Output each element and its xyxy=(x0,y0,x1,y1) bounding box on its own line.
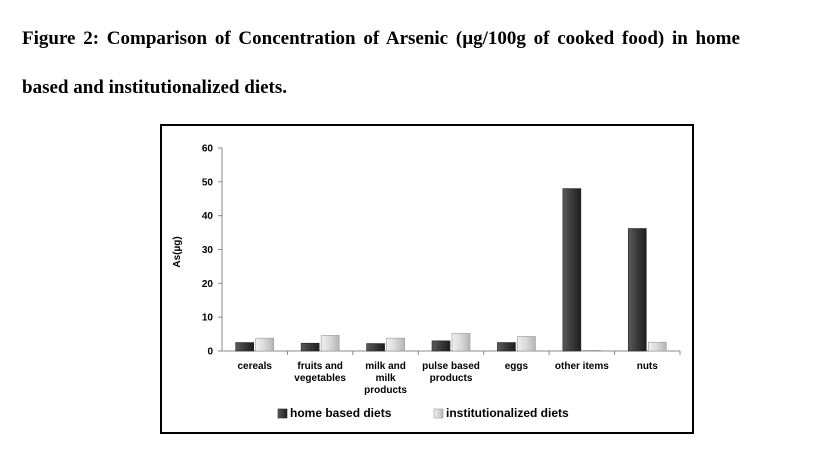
x-tick-label: eggs xyxy=(505,361,529,372)
bar-home-based xyxy=(366,343,385,352)
y-axis-label: As(µg) xyxy=(172,236,183,267)
x-tick-label: milk and milk products xyxy=(364,361,407,396)
x-tick-label: fruits and vegetables xyxy=(294,361,346,384)
bar-home-based xyxy=(431,340,451,352)
legend-swatch-institutionalized xyxy=(433,408,444,419)
bar-home-based xyxy=(235,342,255,352)
y-tick-label: 50 xyxy=(202,177,214,188)
bar-institutionalized xyxy=(647,341,667,352)
y-tick-label: 20 xyxy=(202,279,214,290)
bar-chart: As(µg) 0 10 20 30 40 50 60 cereals fruits and veg… xyxy=(172,144,681,420)
y-tick-label: 30 xyxy=(202,245,214,256)
figure-caption-line-1: Figure 2: Comparison of Concentration of… xyxy=(22,28,740,49)
bar-institutionalized xyxy=(255,337,275,352)
y-tick-label: 10 xyxy=(202,313,214,324)
legend-label-home-based: home based diets xyxy=(290,406,392,420)
x-tick-label: cereals xyxy=(237,361,272,372)
bar-institutionalized xyxy=(386,337,405,352)
bar-home-based xyxy=(497,342,516,352)
x-tick-label: other items xyxy=(555,361,609,372)
legend-swatch-home-based xyxy=(277,408,288,419)
y-tick-label: 40 xyxy=(202,211,214,222)
bar-home-based xyxy=(562,188,582,352)
bar-home-based xyxy=(627,228,647,352)
bar-institutionalized xyxy=(517,336,536,352)
chart-frame: As(µg) 0 10 20 30 40 50 60 cereals fruits and veg… xyxy=(160,124,694,434)
x-tick-label: pulse based products xyxy=(422,361,480,384)
bar-home-based xyxy=(300,342,320,352)
bar-institutionalized xyxy=(320,335,340,352)
x-tick-label: nuts xyxy=(637,361,659,372)
y-tick-label: 60 xyxy=(202,144,214,155)
legend-label-institutionalized: institutionalized diets xyxy=(446,406,569,420)
bar-institutionalized xyxy=(451,333,471,352)
bar-institutionalized xyxy=(582,350,602,352)
y-tick-label: 0 xyxy=(207,347,213,358)
figure-caption-line-2: based and institutionalized diets. xyxy=(22,77,287,98)
